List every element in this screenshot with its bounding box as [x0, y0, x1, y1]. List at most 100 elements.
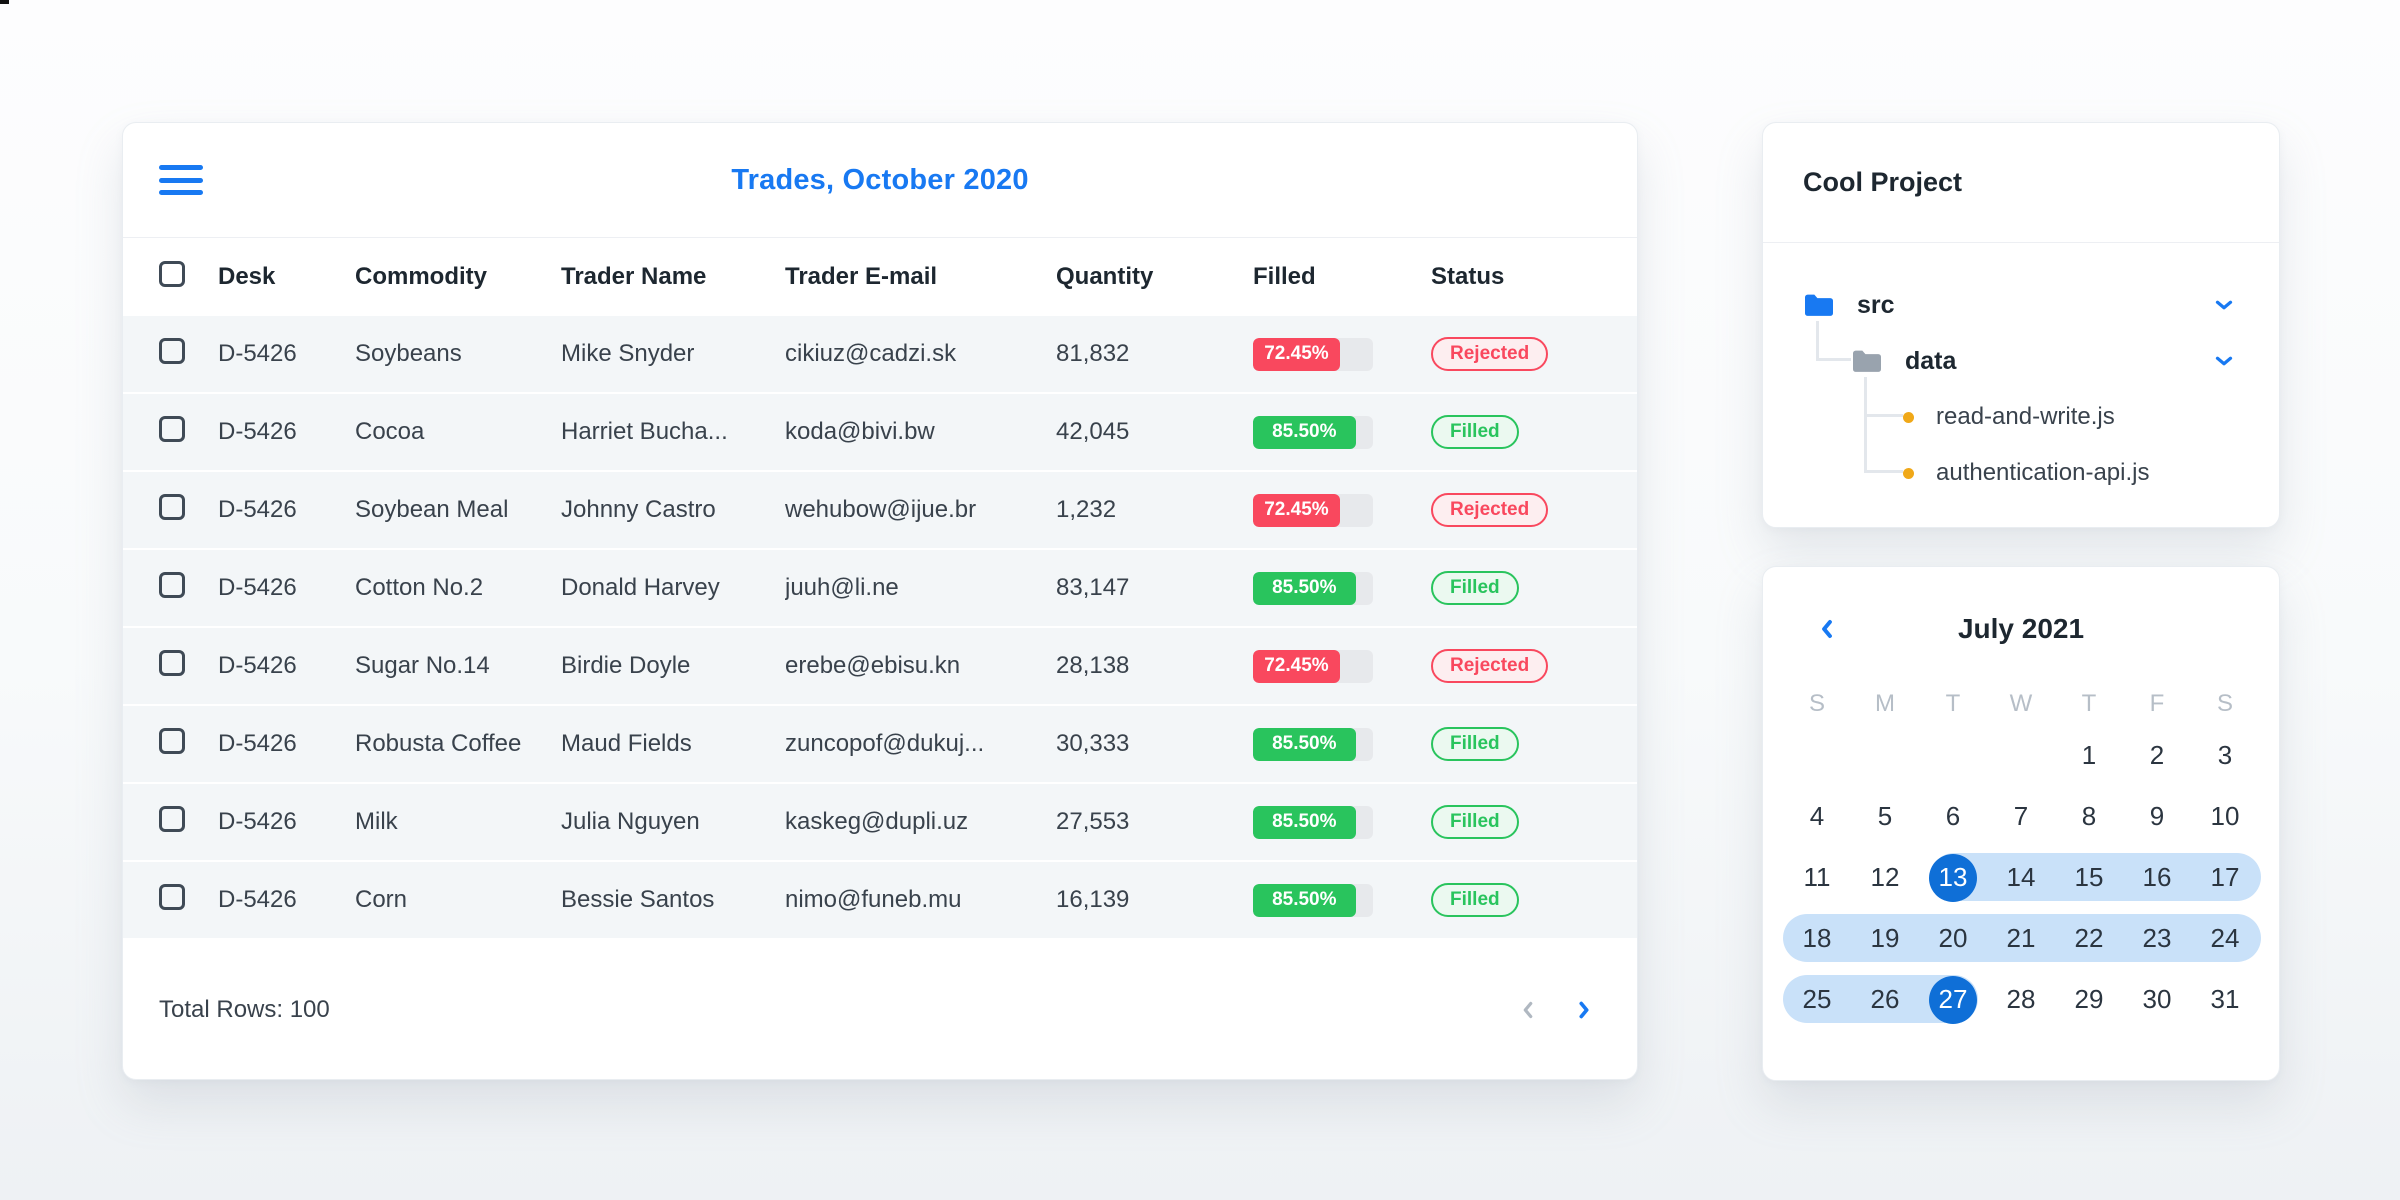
calendar-day-31[interactable]: 31	[2210, 984, 2240, 1014]
filled-percent-label: 85.50%	[1272, 889, 1337, 910]
cell-quantity: 30,333	[1056, 730, 1130, 757]
calendar-selected-day: 13	[1929, 853, 1977, 902]
calendar-empty-cell	[1919, 725, 1987, 786]
cell-quantity: 83,147	[1056, 574, 1130, 601]
prev-page-button[interactable]	[1515, 997, 1541, 1023]
cell-trader-email: koda@bivi.bw	[785, 418, 935, 445]
row-checkbox[interactable]	[159, 415, 185, 442]
calendar-day-8[interactable]: 8	[2081, 801, 2097, 831]
calendar-day-17[interactable]: 17	[2210, 862, 2240, 892]
cell-trader-name: Julia Nguyen	[561, 808, 700, 835]
cell-trader-email: wehubow@ijue.br	[785, 496, 977, 523]
status-badge: Filled	[1431, 805, 1519, 839]
calendar-day-23[interactable]: 23	[2142, 923, 2172, 953]
calendar-day-4[interactable]: 4	[1809, 801, 1825, 831]
calendar-day-19[interactable]: 19	[1870, 923, 1900, 953]
collapse-src-icon[interactable]	[2211, 292, 2237, 318]
cell-quantity: 81,832	[1056, 340, 1130, 367]
calendar-day-6[interactable]: 6	[1945, 801, 1961, 831]
tree-item-label: read-and-write.js	[1936, 403, 2115, 430]
calendar-day-14[interactable]: 14	[2006, 862, 2036, 892]
table-footer: Total Rows: 100	[123, 940, 1637, 1079]
calendar-day-2[interactable]: 2	[2149, 740, 2165, 770]
row-checkbox[interactable]	[159, 571, 185, 598]
calendar-day-header: T	[1945, 690, 1961, 717]
calendar-day-25[interactable]: 25	[1802, 984, 1832, 1014]
collapse-data-icon[interactable]	[2211, 348, 2237, 374]
filled-progress-bar: 85.50%	[1253, 805, 1373, 839]
tree-item-data[interactable]: data	[1851, 335, 1956, 387]
cell-trader-email: juuh@li.ne	[785, 574, 899, 601]
cell-desk: D-5426	[218, 886, 297, 913]
calendar-day-5[interactable]: 5	[1877, 801, 1893, 831]
cell-trader-name: Johnny Castro	[561, 496, 716, 523]
cell-desk: D-5426	[218, 418, 297, 445]
table-row: D-5426 Cotton No.2 Donald Harvey juuh@li…	[123, 550, 1637, 628]
select-all-checkbox[interactable]	[159, 260, 185, 287]
status-badge: Filled	[1431, 727, 1519, 761]
calendar-empty-cell	[1783, 725, 1851, 786]
calendar-title: July 2021	[1957, 613, 2085, 644]
calendar-day-9[interactable]: 9	[2149, 801, 2165, 831]
calendar-day-11[interactable]: 11	[1803, 862, 1831, 892]
cell-desk: D-5426	[218, 340, 297, 367]
table-row: D-5426 Milk Julia Nguyen kaskeg@dupli.uz…	[123, 784, 1637, 862]
calendar-week-row: 25 26 27 28 29 30 31	[1763, 969, 2279, 1030]
cell-commodity: Milk	[355, 808, 398, 835]
calendar-day-header: M	[1875, 690, 1895, 717]
cell-commodity: Soybeans	[355, 340, 462, 367]
row-checkbox[interactable]	[159, 805, 185, 832]
calendar-day-21[interactable]: 21	[2006, 923, 2036, 953]
calendar-day-3[interactable]: 3	[2217, 740, 2233, 770]
calendar-day-24[interactable]: 24	[2210, 923, 2240, 953]
calendar-range-band	[1929, 853, 2261, 901]
cell-commodity: Robusta Coffee	[355, 730, 522, 757]
next-page-button[interactable]	[1571, 997, 1597, 1023]
calendar-day-12[interactable]: 12	[1870, 862, 1900, 892]
row-checkbox[interactable]	[159, 337, 185, 364]
filled-percent-label: 72.45%	[1264, 655, 1329, 676]
calendar-day-26[interactable]: 26	[1870, 984, 1900, 1014]
calendar-day-16[interactable]: 16	[2142, 862, 2172, 892]
filled-percent-label: 85.50%	[1272, 811, 1337, 832]
calendar-day-18[interactable]: 18	[1802, 923, 1832, 953]
calendar-day-28[interactable]: 28	[2006, 984, 2036, 1014]
filled-progress-bar: 85.50%	[1253, 415, 1373, 449]
calendar-weeks: 1 2 3 4 5 6 7 8 9 10 11 12 13 14 15 16 17 18 19 20 21 22 23 24 2…	[1763, 725, 2279, 1030]
column-header-status: Status	[1431, 263, 1505, 290]
calendar-day-30[interactable]: 30	[2142, 984, 2172, 1014]
calendar-day-20[interactable]: 20	[1938, 923, 1968, 953]
cell-quantity: 42,045	[1056, 418, 1130, 445]
filled-progress-bar: 72.45%	[1253, 649, 1373, 683]
calendar-day-13[interactable]: 13	[1919, 847, 1987, 908]
tree-item-label: data	[1905, 346, 1957, 375]
calendar-week-row: 18 19 20 21 22 23 24	[1763, 908, 2279, 969]
calendar-day-29[interactable]: 29	[2074, 984, 2104, 1014]
cell-commodity: Cocoa	[355, 418, 425, 445]
row-checkbox[interactable]	[159, 727, 185, 754]
calendar-day-10[interactable]: 10	[2210, 801, 2240, 831]
table-row: D-5426 Robusta Coffee Maud Fields zuncop…	[123, 706, 1637, 784]
cell-quantity: 1,232	[1056, 496, 1117, 523]
calendar-day-header: S	[2216, 690, 2233, 717]
calendar-day-22[interactable]: 22	[2074, 923, 2104, 953]
calendar-day-1[interactable]: 1	[2081, 740, 2097, 770]
tree-item-file[interactable]: authentication-api.js	[1903, 447, 2149, 499]
calendar-selected-day: 27	[1929, 975, 1977, 1024]
menu-icon[interactable]	[159, 165, 203, 195]
row-checkbox[interactable]	[159, 883, 185, 910]
row-checkbox[interactable]	[159, 493, 185, 520]
table-row: D-5426 Sugar No.14 Birdie Doyle erebe@eb…	[123, 628, 1637, 706]
calendar-prev-month-button[interactable]	[1813, 615, 1841, 643]
column-header-filled: Filled	[1253, 263, 1316, 290]
column-header-quantity: Quantity	[1056, 263, 1154, 290]
calendar-day-7[interactable]: 7	[2013, 801, 2029, 831]
calendar-day-27[interactable]: 27	[1919, 969, 1987, 1030]
stray-mark	[0, 0, 9, 4]
table-row: D-5426 Cocoa Harriet Bucha... koda@bivi.…	[123, 394, 1637, 472]
calendar-week-row: 11 12 13 14 15 16 17	[1763, 847, 2279, 908]
calendar-day-15[interactable]: 15	[2074, 862, 2104, 892]
tree-item-src[interactable]: src	[1803, 279, 1895, 331]
row-checkbox[interactable]	[159, 649, 185, 676]
tree-item-file[interactable]: read-and-write.js	[1903, 391, 2115, 443]
